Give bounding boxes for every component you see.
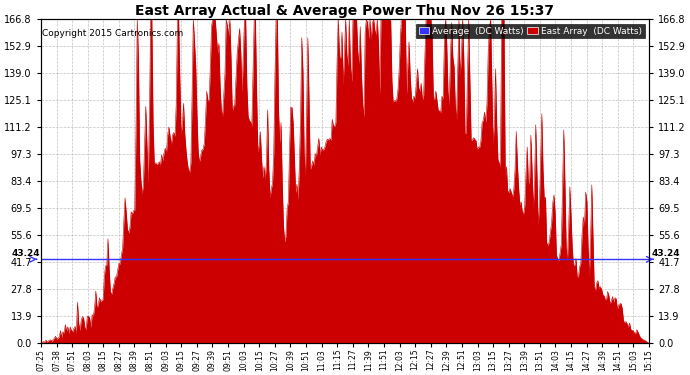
Text: Copyright 2015 Cartronics.com: Copyright 2015 Cartronics.com [41,29,183,38]
Title: East Array Actual & Average Power Thu Nov 26 15:37: East Array Actual & Average Power Thu No… [135,4,555,18]
Legend: Average  (DC Watts), East Array  (DC Watts): Average (DC Watts), East Array (DC Watts… [416,24,644,38]
Text: 43.24: 43.24 [651,249,680,258]
Text: 43.24: 43.24 [11,249,40,258]
